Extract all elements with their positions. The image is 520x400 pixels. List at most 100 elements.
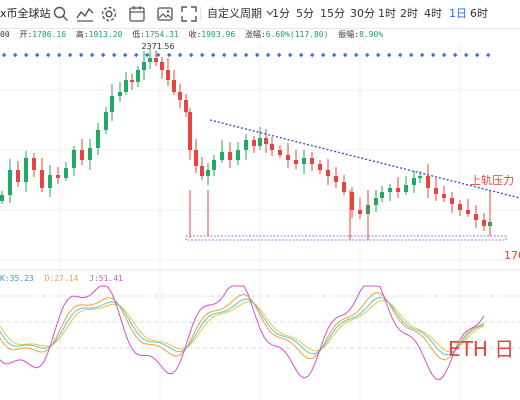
- marker-diamond: [442, 52, 447, 58]
- marker-diamond: [123, 52, 128, 58]
- change-label: 涨幅:: [244, 30, 266, 39]
- kdj-layer: [0, 285, 485, 381]
- timeframe-1d[interactable]: 1日: [449, 7, 467, 20]
- search-icon[interactable]: [52, 5, 70, 23]
- marker-diamond: [332, 52, 337, 58]
- marker-diamond: [310, 52, 315, 58]
- calendar-icon[interactable]: [128, 5, 146, 23]
- marker-diamond: [178, 52, 183, 58]
- candle-body: [24, 158, 28, 182]
- candle-body: [318, 164, 322, 170]
- marker-diamond: [189, 52, 194, 58]
- image-icon[interactable]: [156, 5, 174, 23]
- candle-body: [172, 80, 176, 92]
- candle-body: [154, 58, 158, 62]
- candle-body: [130, 80, 134, 82]
- candle-body: [326, 170, 330, 176]
- open-value: 1786.16: [32, 30, 67, 39]
- marker-diamond: [68, 52, 73, 58]
- candle-body: [8, 170, 12, 195]
- open-label: 开:: [19, 30, 33, 39]
- candle-body: [228, 152, 232, 160]
- candle-body: [212, 160, 216, 170]
- candle-body: [358, 210, 362, 214]
- candle-body: [110, 96, 114, 112]
- candle-body: [104, 112, 108, 130]
- candle-body: [342, 182, 346, 192]
- marker-diamond: [475, 52, 480, 58]
- j-label: J:: [89, 274, 99, 283]
- resistance-label: 上轨压力: [470, 173, 514, 187]
- close-label: 收:: [188, 30, 202, 39]
- timeframe-2h[interactable]: 2时: [400, 7, 418, 20]
- marker-diamond: [266, 52, 271, 58]
- candle-body: [434, 188, 438, 194]
- marker-diamond: [354, 52, 359, 58]
- candle-body: [0, 195, 4, 201]
- marker-diamond: [343, 52, 348, 58]
- candle-body: [396, 188, 400, 192]
- custom-period-label: 自定义周期: [207, 7, 262, 20]
- marker-diamond: [57, 52, 62, 58]
- candle-body: [270, 144, 274, 150]
- timeframe-6h[interactable]: 6时: [470, 7, 488, 20]
- kdj-cyan-line: [0, 296, 485, 356]
- candle-body: [426, 176, 430, 188]
- change-stat: 涨幅:6.60%(117.80): [245, 30, 328, 39]
- marker-diamond: [112, 52, 117, 58]
- candle-body: [166, 70, 170, 80]
- timeframe-4h[interactable]: 4时: [424, 7, 442, 20]
- marker-diamond: [321, 52, 326, 58]
- timeframe-15m[interactable]: 15分: [320, 7, 345, 20]
- resistance-trendline: [209, 119, 520, 199]
- candle-body: [72, 150, 76, 168]
- marker-diamond: [2, 52, 7, 58]
- candle-body: [200, 166, 204, 176]
- fullscreen-icon[interactable]: [180, 5, 198, 23]
- marker-diamond: [277, 52, 282, 58]
- candle-body: [40, 170, 44, 188]
- candle-body: [96, 130, 100, 148]
- kdj-legend: K:35.23 D:27.14 J:51.41: [0, 274, 123, 283]
- marker-diamond: [486, 52, 491, 58]
- settings-icon[interactable]: [100, 5, 118, 23]
- timeframe-5m[interactable]: 5分: [296, 7, 314, 20]
- candle-body: [350, 192, 354, 210]
- indicator-icon[interactable]: [76, 5, 94, 23]
- exchange-logo-text: x币全球站: [0, 7, 51, 20]
- support-band: [185, 235, 507, 241]
- marker-diamond: [431, 52, 436, 58]
- custom-period-dropdown[interactable]: 自定义周期: [207, 0, 274, 28]
- marker-diamond: [222, 52, 227, 58]
- candle-body: [194, 150, 198, 166]
- candle-body: [310, 158, 314, 164]
- marker-diamond: [409, 52, 414, 58]
- high-label: 高:: [75, 30, 89, 39]
- marker-diamond: [211, 52, 216, 58]
- candle-body: [32, 158, 36, 170]
- kdj-d-line: [0, 299, 485, 353]
- marker-diamond: [79, 52, 84, 58]
- j-value: 51.41: [98, 274, 123, 283]
- candle-body: [388, 188, 392, 192]
- marker-diamond: [156, 52, 161, 58]
- kdj-k-line: [0, 292, 485, 361]
- candle-body: [88, 148, 92, 160]
- timeframe-1m[interactable]: 1分: [272, 7, 290, 20]
- change-value: 6.60%(117.80): [265, 30, 329, 39]
- candle-body: [178, 92, 182, 100]
- timeframe-30m[interactable]: 30分: [350, 7, 375, 20]
- marker-diamond: [365, 52, 370, 58]
- marker-diamond: [288, 52, 293, 58]
- candle-body: [48, 175, 52, 188]
- marker-diamond: [35, 52, 40, 58]
- candle-body: [278, 150, 282, 155]
- timeframe-1h[interactable]: 1时: [378, 7, 396, 20]
- candles-layer: [0, 49, 492, 240]
- candle-body: [236, 150, 240, 160]
- candle-body: [264, 138, 268, 144]
- marker-diamond: [464, 52, 469, 58]
- ohlc-left-cut: 00: [0, 30, 10, 39]
- candle-body: [412, 178, 416, 185]
